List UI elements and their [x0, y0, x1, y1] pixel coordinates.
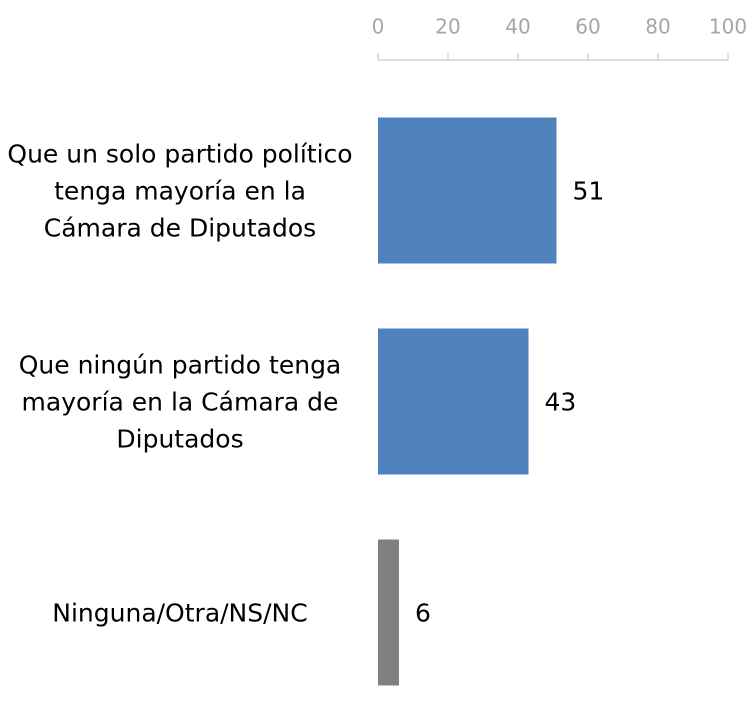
- bar: [378, 539, 399, 686]
- x-tick-label: 80: [645, 15, 670, 39]
- category-label: Que un solo partido político tenga mayor…: [7, 139, 353, 242]
- value-label: 43: [545, 388, 577, 417]
- bar: [378, 328, 529, 475]
- x-tick-label: 100: [709, 15, 747, 39]
- category-label: Ninguna/Otra/NS/NC: [52, 598, 308, 627]
- bar: [378, 117, 557, 264]
- x-tick-label: 0: [372, 15, 385, 39]
- value-label: 6: [415, 599, 431, 628]
- x-tick-label: 60: [575, 15, 600, 39]
- category-label: Que ningún partido tenga mayoría en la C…: [18, 350, 342, 453]
- value-label: 51: [573, 177, 605, 206]
- x-tick-label: 20: [435, 15, 460, 39]
- x-tick-label: 40: [505, 15, 530, 39]
